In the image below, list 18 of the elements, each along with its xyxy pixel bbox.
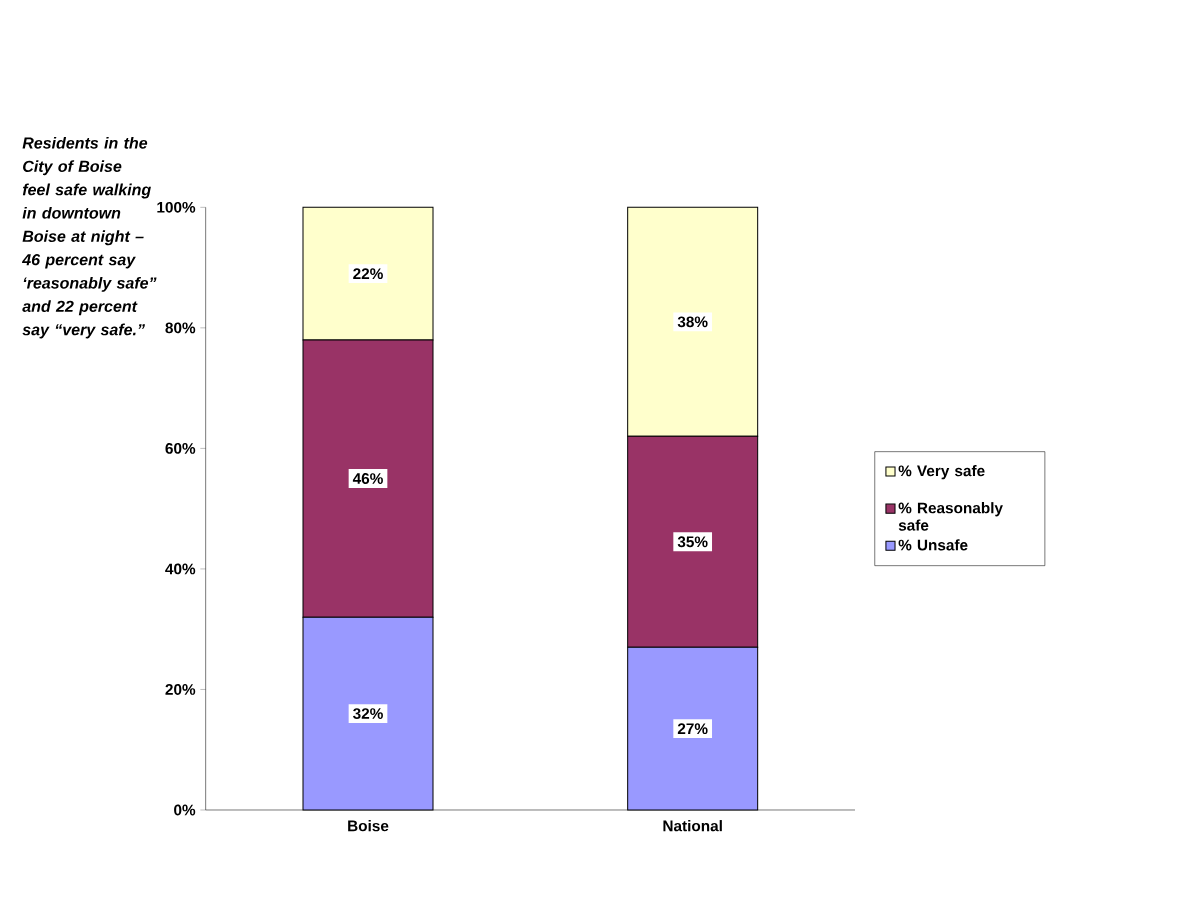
data-label: 32% [353,708,383,720]
y-tick-label: 80% [165,322,196,334]
data-label: 35% [677,536,708,548]
text: Residents in the City of Boise feel safe walking in downtown Boise at night – 46 percent say ‘reasonably safe” and 22 percent say “very safe.” [22,136,157,339]
legend-label: % Unsafe [898,539,968,551]
legend-label: % Very safe [898,465,985,480]
y-tick-label: 0% [174,804,196,816]
x-tick-label: Boise [348,820,389,832]
y-tick-label: 20% [165,684,196,695]
data-label: 22% [353,268,383,280]
x-tick-label: National [663,820,722,832]
data-label: 27% [677,723,708,735]
legend-label: % Reasonably safe [898,502,1003,531]
data-label: 38% [677,316,708,328]
y-tick-label: 60% [165,442,196,454]
y-tick-label: 100% [157,201,196,213]
y-tick-label: 40% [165,563,196,575]
data-label: 46% [352,473,383,484]
